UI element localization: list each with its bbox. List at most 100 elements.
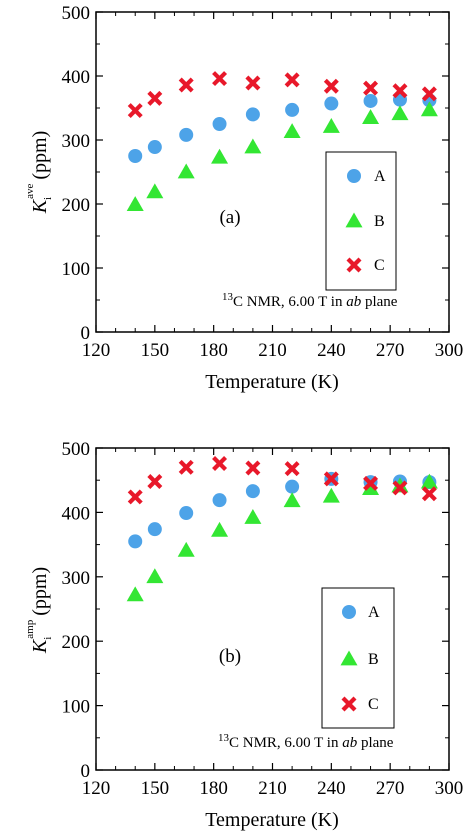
annotation: 13C NMR, 6.00 T in ab plane — [218, 732, 394, 751]
data-points — [126, 71, 438, 212]
x-tick-label: 120 — [82, 340, 111, 361]
legend-marker-c — [341, 696, 357, 712]
data-point-a — [179, 506, 194, 521]
data-point-b — [362, 480, 380, 495]
data-point-c — [363, 475, 379, 491]
data-point-b — [322, 487, 340, 503]
y-tick-label: 500 — [62, 439, 91, 460]
axis-ticks — [95, 11, 450, 333]
data-point-b — [322, 118, 340, 133]
data-point-a — [245, 484, 260, 499]
legend-marker-c — [346, 257, 362, 273]
x-tick-label: 270 — [376, 778, 405, 799]
data-point-c — [323, 78, 339, 94]
data-point-c — [178, 77, 194, 93]
data-point-c — [392, 480, 408, 496]
data-point-a — [324, 96, 339, 111]
chart-panel-b: 120 150 180 210 240 270 300 0 100 200 300 400 500 Ki… — [24, 439, 463, 831]
legend-label-b: B — [368, 651, 379, 668]
data-point-a — [245, 107, 260, 122]
legend-label-c: C — [374, 257, 385, 274]
x-tick-label: 210 — [258, 340, 287, 361]
data-point-c — [178, 459, 194, 475]
legend-label-a: A — [368, 604, 380, 621]
data-point-b — [211, 521, 229, 537]
data-point-a — [128, 149, 143, 163]
y-tick-label: 0 — [81, 323, 91, 344]
data-point-c-stroke-2 — [147, 90, 163, 106]
data-point-c — [245, 460, 261, 476]
chart-panel-a: 120 150 180 210 240 270 300 0 100 200 300 400 500 Ki… — [24, 3, 463, 393]
data-point-c — [127, 489, 143, 505]
data-point-c — [323, 471, 339, 487]
data-point-c — [392, 83, 408, 99]
data-point-c — [212, 71, 228, 87]
legend-marker-a — [342, 605, 356, 619]
legend-marker-c-stroke-2 — [341, 696, 357, 712]
data-point-a — [179, 127, 194, 142]
data-point-c — [421, 86, 437, 102]
x-tick-label: 270 — [376, 340, 405, 361]
x-axis-label: Temperature (K) — [205, 809, 339, 831]
y-tick-label: 0 — [81, 761, 91, 782]
data-point-b — [126, 586, 144, 602]
data-point-c-stroke-2 — [245, 460, 261, 476]
data-point-b — [211, 148, 229, 164]
data-point-b — [126, 196, 144, 212]
x-tick-label: 150 — [141, 340, 170, 361]
data-point-a — [285, 479, 300, 494]
x-tick-label: 150 — [141, 778, 170, 799]
data-point-c — [284, 72, 300, 88]
data-point-b — [146, 183, 164, 199]
data-point-c-stroke-2 — [323, 471, 339, 487]
data-point-c-stroke-2 — [127, 103, 143, 119]
legend-markers — [345, 169, 363, 273]
y-tick-label: 200 — [62, 195, 91, 216]
legend-markers — [340, 605, 358, 712]
data-point-a — [363, 93, 378, 108]
annotation: 13C NMR, 6.00 T in ab plane — [222, 291, 398, 310]
data-point-b — [420, 101, 438, 117]
tick-labels: 120 150 180 210 240 270 300 0 100 200 300 400 500 — [62, 439, 464, 799]
data-point-c — [284, 461, 300, 477]
data-points — [126, 455, 438, 602]
data-point-a — [147, 522, 162, 537]
data-point-b — [177, 541, 195, 557]
data-point-c-stroke-2 — [392, 480, 408, 496]
legend-label-a: A — [374, 168, 386, 185]
x-tick-label: 180 — [199, 340, 228, 361]
panel-label: (a) — [219, 207, 240, 228]
data-point-c-stroke-2 — [212, 455, 228, 471]
data-point-c-stroke-2 — [284, 461, 300, 477]
data-point-c-stroke-2 — [245, 75, 261, 91]
data-point-b — [177, 163, 195, 179]
axis-ticks — [95, 447, 450, 771]
x-tick-label: 180 — [199, 778, 228, 799]
y-tick-label: 300 — [62, 131, 91, 152]
data-point-c-stroke-2 — [212, 71, 228, 87]
data-point-b — [244, 509, 262, 524]
legend-label-c: C — [368, 696, 379, 713]
data-point-c-stroke-2 — [363, 80, 379, 96]
y-tick-label: 400 — [62, 503, 91, 524]
data-point-b — [244, 138, 262, 154]
tick-labels: 120 150 180 210 240 270 300 0 100 200 300 400 500 — [62, 3, 464, 361]
x-tick-label: 210 — [258, 778, 287, 799]
data-point-a — [285, 102, 300, 117]
x-tick-label: 240 — [317, 778, 346, 799]
y-tick-label: 100 — [62, 259, 91, 280]
data-point-c — [363, 80, 379, 96]
legend-marker-b — [340, 650, 358, 666]
data-point-c-stroke-2 — [421, 86, 437, 102]
y-tick-label: 400 — [62, 67, 91, 88]
legend: A B C — [325, 151, 397, 291]
data-point-b — [283, 123, 301, 139]
x-tick-label: 120 — [82, 778, 111, 799]
x-tick-label: 300 — [435, 340, 464, 361]
y-axis-label: Kiave(ppm) — [24, 131, 54, 215]
x-tick-label: 240 — [317, 340, 346, 361]
data-point-b — [391, 105, 409, 121]
data-point-a — [212, 493, 227, 508]
plot-frame — [95, 447, 450, 771]
